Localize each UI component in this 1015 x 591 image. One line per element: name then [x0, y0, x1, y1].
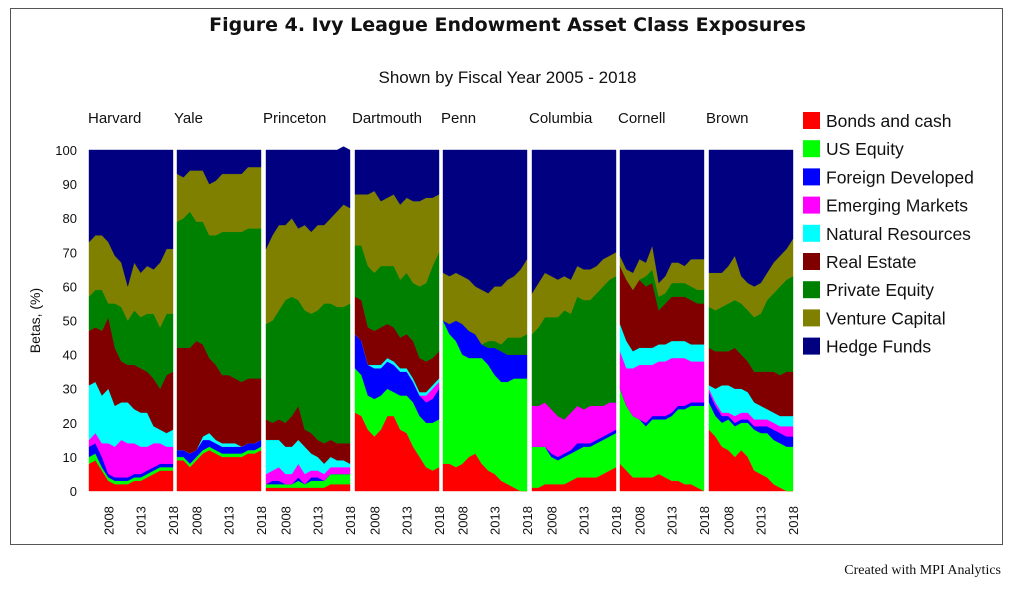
legend-swatch — [803, 140, 820, 158]
legend-label: Venture Capital — [826, 308, 946, 328]
legend-label: Bonds and cash — [826, 111, 952, 131]
area-yale-hedge-funds — [176, 149, 262, 185]
legend-swatch — [803, 253, 820, 270]
x-tick-label: 2013 — [134, 506, 149, 535]
legend-swatch — [803, 281, 820, 299]
x-tick-label: 2018 — [166, 506, 181, 535]
y-tick-label: 70 — [63, 245, 77, 260]
y-tick-label: 10 — [63, 450, 77, 465]
panel-label: Yale — [174, 110, 203, 127]
x-tick-label: 2008 — [101, 506, 116, 535]
panel-label: Cornell — [618, 110, 666, 127]
panel-label: Penn — [441, 110, 476, 127]
x-tick-label: 2018 — [254, 506, 269, 535]
x-tick-label: 2013 — [400, 506, 415, 535]
y-tick-label: 40 — [63, 348, 77, 363]
panel-label: Dartmouth — [352, 110, 422, 127]
chart-subtitle: Shown by Fiscal Year 2005 - 2018 — [378, 68, 637, 87]
area-harvard-hedge-funds — [88, 149, 174, 288]
chart-title: Figure 4. Ivy League Endowment Asset Cla… — [209, 14, 806, 36]
legend-swatch — [803, 196, 820, 214]
y-tick-label: 80 — [63, 211, 77, 226]
panel-label: Columbia — [529, 110, 593, 127]
y-tick-label: 30 — [63, 382, 77, 397]
x-tick-label: 2008 — [189, 506, 204, 535]
x-tick-label: 2013 — [577, 506, 592, 535]
panel-label: Brown — [706, 110, 749, 127]
legend-label: Emerging Markets — [826, 196, 968, 216]
x-tick-label: 2018 — [520, 506, 535, 535]
legend-swatch — [803, 112, 820, 129]
x-tick-label: 2008 — [455, 506, 470, 535]
panel-label: Harvard — [88, 110, 141, 127]
legend-swatch — [803, 168, 820, 186]
legend-swatch — [803, 224, 820, 242]
x-tick-label: 2018 — [609, 506, 624, 535]
legend-label: Real Estate — [826, 252, 916, 272]
x-tick-label: 2013 — [488, 506, 503, 535]
x-tick-label: 2008 — [632, 506, 647, 535]
x-tick-label: 2013 — [754, 506, 769, 535]
x-tick-label: 2013 — [665, 506, 680, 535]
x-tick-label: 2008 — [544, 506, 559, 535]
credit-text: Created with MPI Analytics — [844, 563, 1001, 578]
legend-label: Private Equity — [826, 280, 934, 300]
legend-label: US Equity — [826, 139, 904, 159]
y-tick-label: 50 — [63, 314, 77, 329]
area-dartmouth-hedge-funds — [354, 149, 440, 205]
legend-label: Foreign Developed — [826, 167, 974, 187]
x-tick-label: 2008 — [278, 506, 293, 535]
area-princeton-hedge-funds — [265, 146, 351, 249]
y-tick-label: 100 — [55, 143, 77, 158]
area-penn-hedge-funds — [442, 149, 528, 294]
x-tick-label: 2008 — [721, 506, 736, 535]
x-tick-label: 2013 — [311, 506, 326, 535]
y-tick-label: 20 — [63, 416, 77, 431]
y-tick-label: 90 — [63, 177, 77, 192]
y-tick-label: 0 — [70, 484, 77, 499]
area-columbia-hedge-funds — [531, 149, 617, 294]
x-tick-label: 2018 — [786, 506, 801, 535]
y-tick-label: 60 — [63, 279, 77, 294]
x-tick-label: 2018 — [343, 506, 358, 535]
legend-label: Natural Resources — [826, 224, 971, 244]
area-cornell-hedge-funds — [619, 149, 705, 284]
x-tick-label: 2018 — [697, 506, 712, 535]
legend-swatch — [803, 309, 820, 327]
area-brown-hedge-funds — [708, 149, 794, 287]
x-tick-label: 2013 — [222, 506, 237, 535]
x-tick-label: 2008 — [367, 506, 382, 535]
y-axis-label: Betas, (%) — [27, 288, 43, 353]
x-tick-label: 2018 — [432, 506, 447, 535]
legend-label: Hedge Funds — [826, 337, 931, 357]
legend-swatch — [803, 337, 820, 355]
panel-label: Princeton — [263, 110, 326, 127]
